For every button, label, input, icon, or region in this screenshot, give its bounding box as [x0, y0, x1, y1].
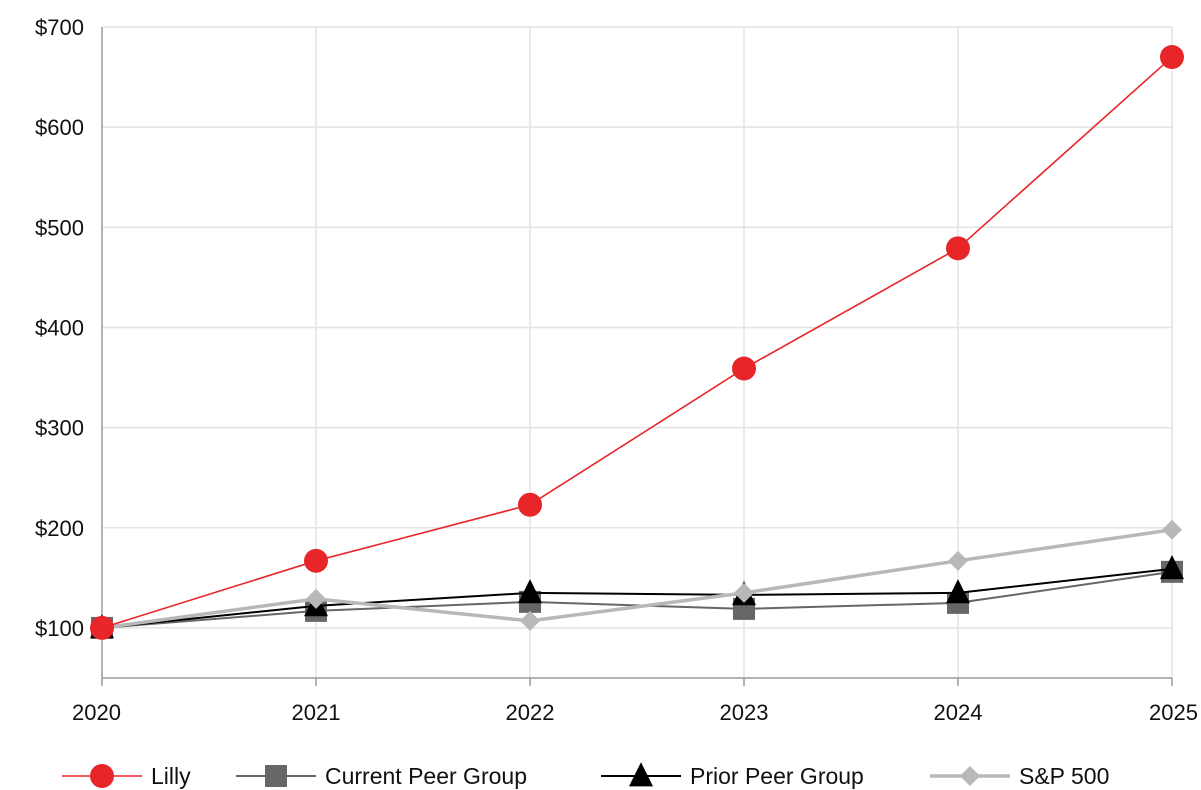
y-tick-label: $700 — [35, 15, 84, 40]
x-tick-label: 2021 — [292, 700, 341, 725]
y-tick-label: $600 — [35, 115, 84, 140]
legend-label: Prior Peer Group — [690, 763, 864, 789]
legend-marker-diamond — [960, 766, 980, 786]
data-point-circle — [946, 236, 970, 261]
x-tick-label: 2025 — [1149, 700, 1198, 725]
data-point-circle — [1160, 45, 1184, 70]
y-tick-label: $500 — [35, 215, 84, 240]
legend-label: Current Peer Group — [325, 763, 527, 789]
legend-item-prior-peer-group: Prior Peer Group — [601, 762, 864, 789]
data-point-diamond — [1162, 519, 1182, 540]
data-point-triangle — [518, 579, 542, 604]
data-point-diamond — [734, 582, 754, 603]
axis-layer: $100 $200 $300 $400 $500 $600 $700 2020 2021 2022… — [35, 15, 1198, 725]
legend-marker-square — [265, 765, 287, 787]
series-line — [101, 570, 1173, 629]
data-point-circle — [304, 548, 328, 573]
legend-label: S&P 500 — [1019, 763, 1109, 789]
series-prior-peer-group — [90, 555, 1184, 639]
data-point-circle — [90, 615, 114, 640]
x-tick-label: 2020 — [72, 700, 121, 725]
series-line — [101, 56, 1173, 629]
data-point-diamond — [306, 588, 326, 609]
series-lilly — [90, 45, 1184, 640]
legend: Lilly Current Peer Group Prior Peer Group S… — [62, 762, 1109, 789]
legend-marker-circle — [90, 764, 114, 788]
data-point-diamond — [948, 550, 968, 571]
data-point-circle — [732, 356, 756, 381]
y-tick-label: $400 — [35, 315, 84, 340]
x-tick-label: 2023 — [720, 700, 769, 725]
y-tick-label: $100 — [35, 616, 84, 641]
x-tick-label: 2022 — [506, 700, 555, 725]
y-tick-label: $200 — [35, 516, 84, 541]
data-point-diamond — [520, 610, 540, 631]
legend-item-current-peer-group: Current Peer Group — [236, 763, 527, 789]
series-layer — [90, 45, 1184, 640]
legend-item-lilly: Lilly — [62, 763, 191, 789]
x-tick-label: 2024 — [934, 700, 983, 725]
legend-marker-triangle — [629, 762, 653, 787]
data-point-circle — [518, 492, 542, 517]
legend-label: Lilly — [151, 763, 191, 789]
y-tick-label: $300 — [35, 416, 84, 441]
grid-layer — [102, 26, 1173, 678]
data-point-triangle — [1160, 555, 1184, 580]
series-line — [101, 528, 1173, 630]
series-sp-500 — [92, 519, 1182, 638]
series-line — [101, 567, 1173, 629]
legend-item-sp-500: S&P 500 — [930, 763, 1109, 789]
data-point-triangle — [946, 579, 970, 604]
